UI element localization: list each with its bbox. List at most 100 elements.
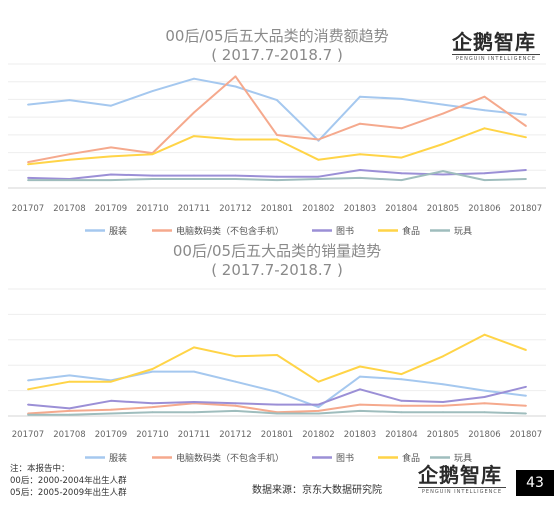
chart1-point-4-1 (68, 179, 71, 181)
chart1-series-line-2 (27, 169, 527, 180)
footnote-line-2: 00后：2000-2004年出生人群 (10, 476, 127, 486)
chart2-point-4-0 (27, 413, 29, 416)
chart1-subtitle: ( 2017.7-2018.7 ) (211, 46, 343, 64)
chart2-point-1-12 (525, 404, 527, 407)
chart1-point-2-4 (193, 174, 195, 177)
chart2-subtitle: ( 2017.7-2018.7 ) (211, 261, 343, 279)
chart2-point-2-3 (151, 402, 154, 405)
chart1-x-tick-label: 201708 (53, 204, 85, 214)
logo-bottom-text: 企鹅智库 (418, 463, 502, 487)
chart2-legend-label-4: 玩具 (454, 453, 472, 464)
chart2-point-1-7 (317, 410, 320, 412)
chart2-x-tick-label: 201805 (427, 430, 459, 440)
chart1-point-4-11 (483, 179, 486, 181)
chart1-x-tick-label: 201707 (12, 204, 44, 214)
chart1-point-4-0 (27, 179, 29, 181)
chart2-point-3-11 (483, 333, 486, 336)
chart1-point-3-9 (400, 156, 403, 159)
chart2-point-1-10 (442, 404, 444, 407)
chart2-x-tick-label: 201801 (261, 430, 293, 440)
chart1-point-3-1 (68, 158, 71, 161)
chart2-point-4-11 (483, 411, 486, 414)
chart1-point-2-11 (483, 172, 486, 175)
chart1-x-tick-label: 201711 (178, 204, 210, 214)
chart2-point-2-5 (234, 402, 237, 405)
chart2-point-2-2 (110, 399, 112, 402)
chart1-point-2-8 (359, 169, 361, 171)
chart1-point-0-11 (483, 109, 486, 112)
chart2-point-4-1 (68, 413, 71, 416)
chart2-point-0-4 (193, 370, 195, 373)
chart1-point-0-5 (234, 85, 237, 88)
logo-bottom: 企鹅智库 PENGUIN INTELLIGENCE (418, 464, 506, 495)
chart2-point-0-12 (525, 394, 527, 397)
chart2-legend-label-0: 服装 (109, 452, 127, 464)
data-source: 数据来源：京东大数据研究院 (252, 485, 382, 496)
chart1-x-tick-label: 201709 (95, 204, 127, 214)
chart2-x-tick-label: 201803 (344, 430, 376, 440)
chart1-point-4-8 (359, 177, 361, 179)
chart2-point-4-7 (317, 412, 320, 415)
chart1-x-tick-label: 201712 (219, 204, 251, 214)
chart1-point-0-1 (68, 99, 71, 101)
chart2-point-0-7 (317, 406, 320, 408)
chart1-point-0-0 (27, 103, 29, 106)
chart1-point-3-12 (525, 136, 527, 139)
chart1-point-1-6 (276, 134, 278, 136)
chart1-point-4-3 (151, 178, 154, 180)
chart1-point-1-12 (525, 125, 527, 127)
chart1-x-tick-label: 201806 (468, 204, 500, 214)
chart2-x-tick-label: 201708 (53, 430, 85, 440)
chart2-point-4-3 (151, 411, 154, 414)
chart2-point-1-11 (483, 402, 486, 405)
footnote-line-3: 05后：2005-2009年出生人群 (10, 488, 127, 498)
chart1-point-0-2 (110, 104, 112, 107)
chart1-point-1-7 (317, 138, 320, 141)
chart1-point-2-10 (442, 173, 444, 176)
chart1-x-tick-label: 201805 (427, 204, 459, 214)
chart1-point-4-5 (234, 178, 237, 180)
chart1-x-tick-label: 201807 (510, 204, 542, 214)
chart1-point-4-7 (317, 178, 320, 180)
chart1-point-1-9 (400, 127, 403, 130)
chart2-legend-label-1: 电脑数码类（不包含手机） (176, 452, 284, 464)
chart2-point-4-8 (359, 410, 361, 412)
chart2-x-tick-label: 201807 (510, 430, 542, 440)
chart2-point-3-9 (400, 373, 403, 375)
chart2-point-4-12 (525, 412, 527, 415)
chart2-x-tick-label: 201711 (178, 430, 210, 440)
chart1-point-3-11 (483, 127, 486, 130)
chart2-point-3-12 (525, 349, 527, 351)
chart1-point-1-8 (359, 122, 361, 125)
chart2-point-1-9 (400, 404, 403, 407)
chart1-legend-label-0: 服装 (109, 225, 127, 237)
chart1-point-0-10 (442, 103, 444, 106)
chart1-point-2-7 (317, 175, 320, 178)
chart1-point-1-1 (68, 153, 71, 156)
chart1-point-3-0 (27, 163, 29, 166)
chart2-point-3-1 (68, 380, 71, 383)
chart2-legend-label-3: 食品 (402, 452, 420, 464)
chart2-legend-label-2: 图书 (336, 453, 354, 464)
chart1-point-3-4 (193, 135, 195, 137)
chart1-point-0-9 (400, 98, 403, 100)
chart2-point-2-8 (359, 388, 361, 391)
chart1-point-0-8 (359, 95, 361, 98)
chart1-point-2-9 (400, 172, 403, 175)
chart2-point-3-10 (442, 355, 444, 358)
logo-bottom-subtitle: PENGUIN INTELLIGENCE (418, 487, 506, 495)
chart2-point-1-8 (359, 403, 361, 406)
chart2-x-tick-label: 201806 (468, 430, 500, 440)
footnote-line-1: 注：本报告中： (10, 464, 70, 474)
chart2-x-tick-label: 201709 (95, 430, 127, 440)
chart2-point-2-10 (442, 401, 444, 403)
chart2-point-4-2 (110, 412, 112, 415)
chart1-point-3-5 (234, 138, 237, 141)
chart2-x-tick-label: 201712 (219, 430, 251, 440)
chart2-point-2-11 (483, 396, 486, 398)
chart1-point-2-12 (525, 169, 527, 171)
chart2-point-3-5 (234, 355, 237, 358)
chart1-point-4-9 (400, 179, 403, 181)
chart1-point-3-10 (442, 143, 444, 145)
chart2-point-3-8 (359, 365, 361, 368)
